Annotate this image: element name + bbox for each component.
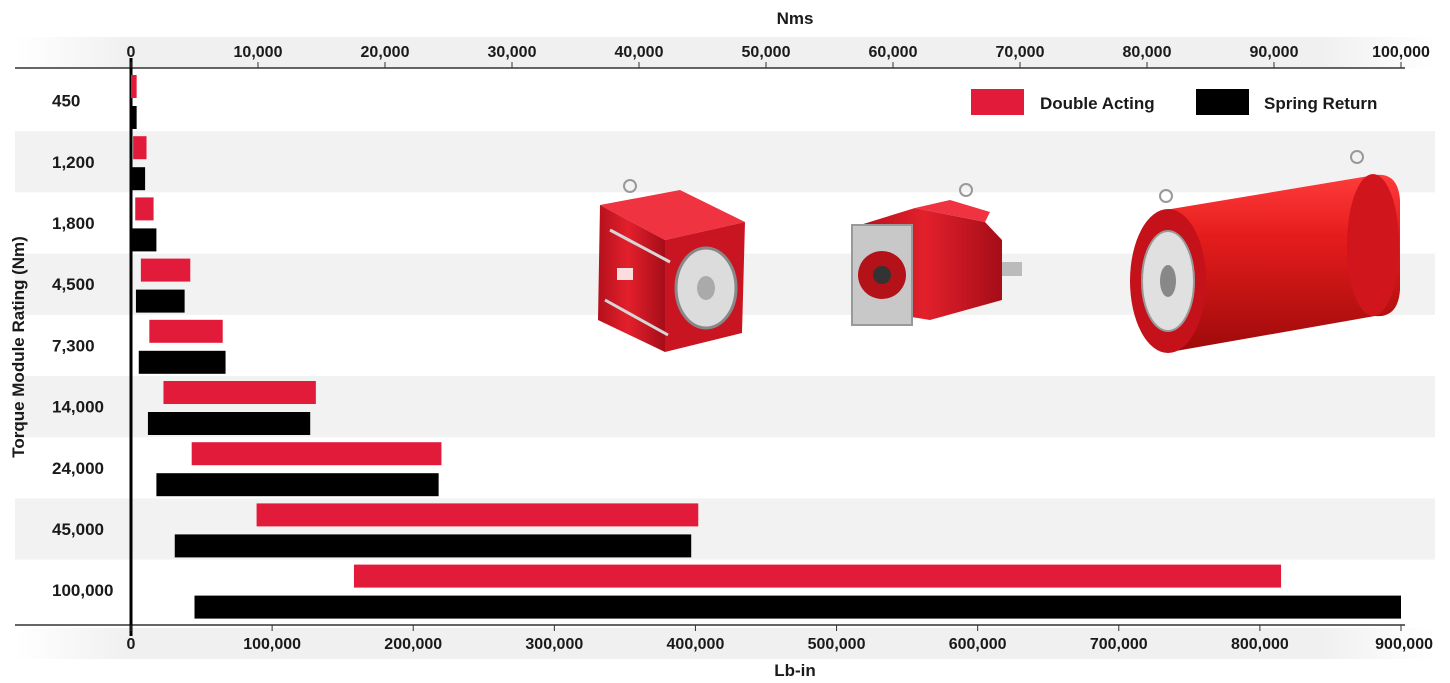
spring-return-bar <box>138 350 226 374</box>
top-tick-label: 20,000 <box>361 44 410 61</box>
bottom-tick-label: 0 <box>127 636 136 653</box>
double-acting-bar <box>140 258 191 282</box>
top-tick-label: 40,000 <box>615 44 664 61</box>
top-tick-label: 100,000 <box>1372 44 1430 61</box>
category-label: 7,300 <box>52 336 95 355</box>
actuator-top-face <box>600 190 745 240</box>
legend: Double Acting Spring Return <box>971 89 1377 115</box>
top-tick-label: 30,000 <box>488 44 537 61</box>
bottom-tick-label: 300,000 <box>525 636 583 653</box>
spring-return-bar <box>147 412 311 435</box>
actuator-rod <box>609 228 671 264</box>
bottom-tick-label: 100,000 <box>243 636 301 653</box>
row-band <box>15 131 1435 193</box>
axes: 0 10,000 20,000 30,000 40,000 50,000 60,000 70,… <box>9 9 1435 680</box>
top-tick-label: 60,000 <box>869 44 918 61</box>
cylinder-far-cap <box>1347 174 1399 316</box>
bottom-tick-label: 400,000 <box>667 636 725 653</box>
lifting-eye <box>959 183 973 197</box>
top-tick-label: 70,000 <box>996 44 1045 61</box>
bottom-tick-label: 700,000 <box>1090 636 1148 653</box>
lifting-eye <box>1159 189 1173 203</box>
category-label: 100,000 <box>52 581 113 600</box>
spring-return-bar <box>194 595 1401 619</box>
legend-label-double-acting: Double Acting <box>1040 94 1155 113</box>
top-axis-band <box>15 37 1435 68</box>
actuator-shaft <box>697 276 715 300</box>
category-label: 14,000 <box>52 398 104 417</box>
bottom-tick-label: 500,000 <box>808 636 866 653</box>
cylinder-shaft <box>1160 265 1176 297</box>
bottom-tick-label: 600,000 <box>949 636 1007 653</box>
double-acting-bar <box>131 75 137 98</box>
double-acting-bar <box>191 442 442 466</box>
double-acting-bar <box>353 564 1282 588</box>
legend-swatch-spring-return <box>1196 89 1249 115</box>
compact-top <box>915 200 990 222</box>
spring-return-bar <box>156 473 439 497</box>
compact-shaft <box>873 266 891 284</box>
red-cylinder-actuator-image <box>1130 150 1400 353</box>
y-axis-title: Torque Module Rating (Nm) <box>9 236 28 458</box>
legend-label-spring-return: Spring Return <box>1264 94 1377 113</box>
lifting-eye <box>1350 150 1364 164</box>
double-acting-bar <box>149 319 223 343</box>
spring-return-bar <box>174 534 692 558</box>
red-cubic-actuator-image <box>598 179 745 352</box>
category-label: 1,800 <box>52 214 95 233</box>
category-label: 450 <box>52 92 80 111</box>
actuator-logo-plate <box>617 268 633 280</box>
bottom-axis-title: Lb-in <box>774 661 816 680</box>
category-label: 1,200 <box>52 153 95 172</box>
spring-return-bar <box>131 228 157 252</box>
cylinder-body <box>1165 174 1400 352</box>
top-tick-label: 90,000 <box>1250 44 1299 61</box>
bottom-tick-label: 900,000 <box>1375 636 1433 653</box>
double-acting-bar <box>256 503 699 527</box>
category-label: 4,500 <box>52 275 95 294</box>
spring-return-bar <box>131 167 146 191</box>
red-compact-actuator-image <box>851 183 1022 326</box>
spring-return-bar <box>135 289 185 313</box>
top-tick-label: 80,000 <box>1123 44 1172 61</box>
double-acting-bar <box>133 136 147 160</box>
top-axis-title: Nms <box>777 9 814 28</box>
top-tick-label: 50,000 <box>742 44 791 61</box>
compact-port <box>1002 262 1022 276</box>
category-label: 24,000 <box>52 459 104 478</box>
actuator-rod <box>604 298 669 337</box>
bottom-axis-band <box>15 628 1435 659</box>
top-tick-label: 0 <box>127 44 136 61</box>
double-acting-bar <box>135 197 154 221</box>
bottom-tick-label: 800,000 <box>1231 636 1289 653</box>
lifting-eye <box>623 179 637 193</box>
double-acting-bar <box>163 381 316 404</box>
top-tick-label: 10,000 <box>234 44 283 61</box>
bottom-tick-label: 200,000 <box>384 636 442 653</box>
bars <box>131 75 1401 619</box>
actuator-images <box>598 150 1400 353</box>
labels: 450 1,200 1,800 4,500 7,300 14,000 24,000 45,00… <box>52 92 113 601</box>
spring-return-bar <box>131 106 137 129</box>
legend-swatch-double-acting <box>971 89 1024 115</box>
category-label: 45,000 <box>52 520 104 539</box>
